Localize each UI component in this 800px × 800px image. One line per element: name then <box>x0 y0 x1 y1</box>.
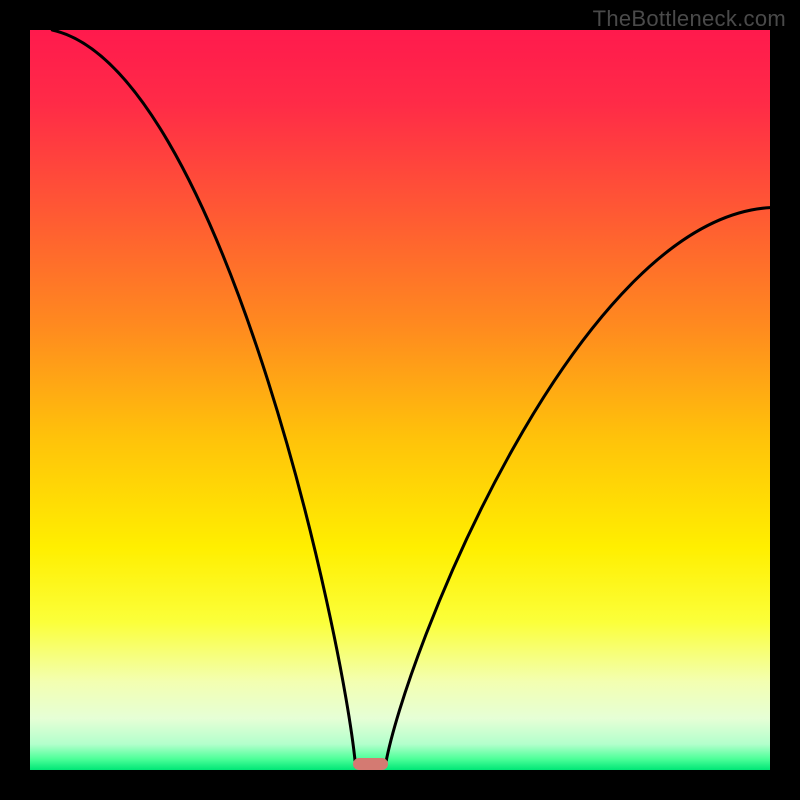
chart-background-gradient <box>30 30 770 770</box>
watermark-text: TheBottleneck.com <box>593 6 786 32</box>
chart-frame <box>30 30 770 770</box>
optimal-point-marker <box>353 758 389 770</box>
